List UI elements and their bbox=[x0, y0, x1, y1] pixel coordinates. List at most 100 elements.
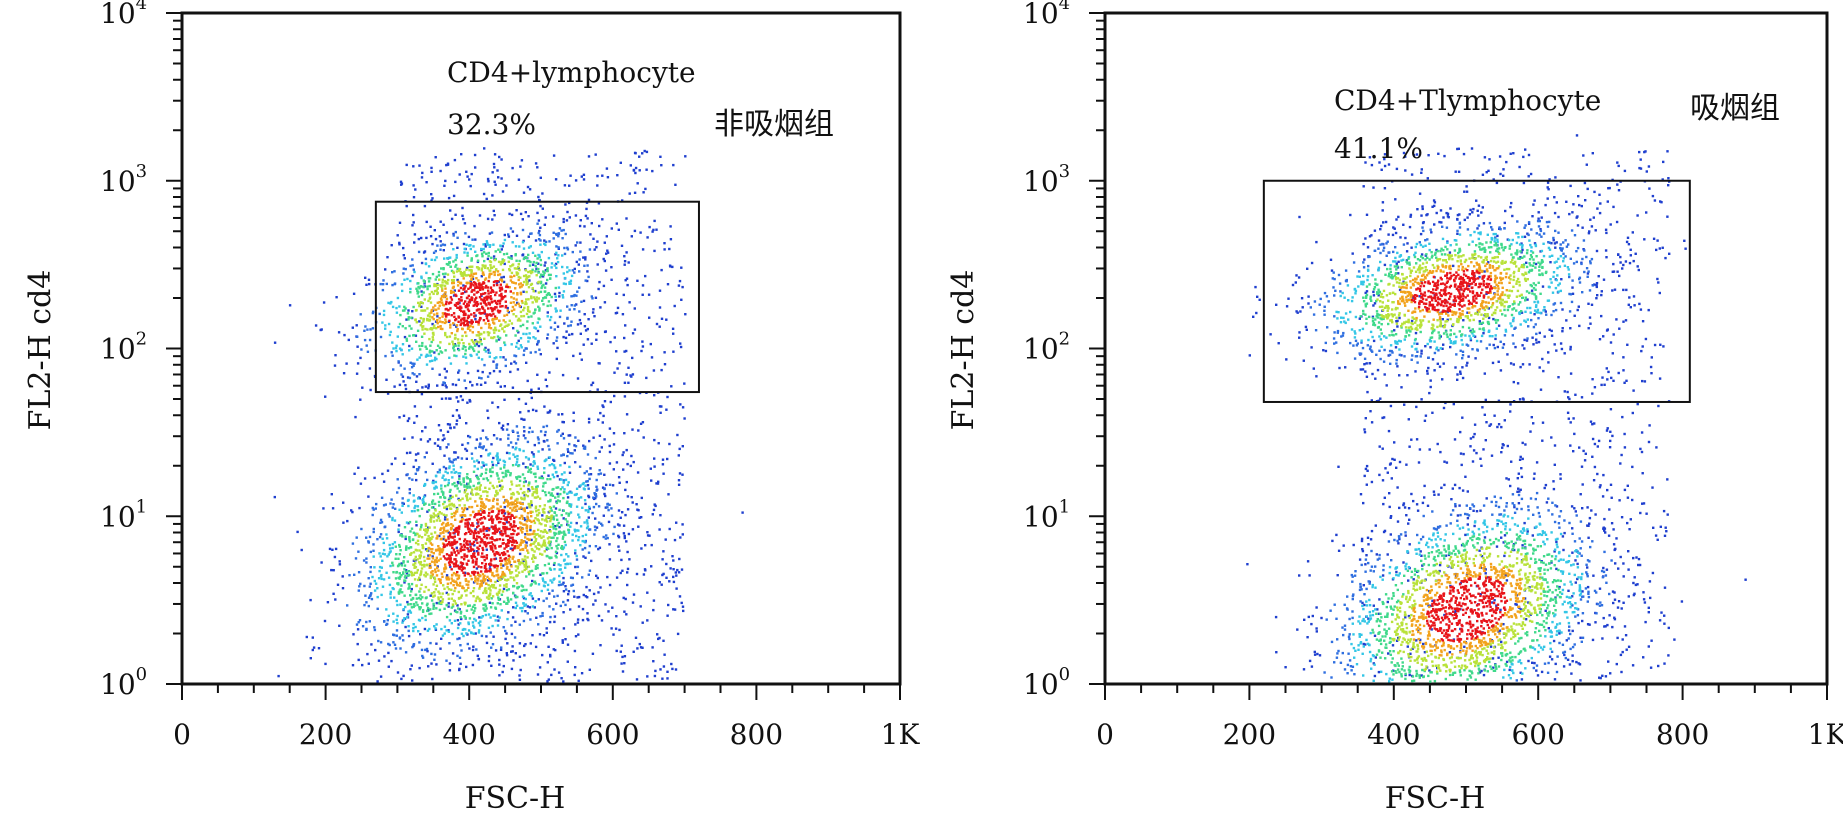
event-point bbox=[398, 305, 401, 308]
event-point bbox=[326, 601, 330, 604]
event-point bbox=[461, 398, 464, 402]
event-point bbox=[577, 263, 580, 266]
event-point bbox=[525, 280, 528, 284]
event-point bbox=[440, 267, 443, 270]
event-point bbox=[480, 294, 483, 298]
event-point bbox=[594, 599, 597, 602]
event-point bbox=[550, 546, 553, 550]
event-point bbox=[485, 607, 488, 610]
event-point bbox=[509, 501, 512, 505]
event-point bbox=[486, 479, 490, 482]
event-point bbox=[587, 421, 591, 424]
event-point bbox=[507, 470, 510, 474]
event-point bbox=[408, 488, 411, 491]
event-point bbox=[577, 605, 581, 608]
event-point bbox=[491, 460, 494, 464]
event-point bbox=[464, 525, 467, 528]
event-point bbox=[452, 599, 456, 602]
event-point bbox=[534, 475, 537, 479]
event-point bbox=[477, 461, 480, 464]
event-point bbox=[451, 524, 455, 527]
event-point bbox=[510, 667, 514, 671]
event-point bbox=[515, 234, 519, 237]
event-point bbox=[501, 570, 504, 574]
event-point bbox=[388, 583, 392, 587]
event-point bbox=[557, 254, 560, 257]
event-point bbox=[494, 547, 497, 550]
event-point bbox=[428, 539, 432, 542]
event-point bbox=[445, 163, 448, 167]
event-point bbox=[410, 590, 413, 593]
event-point bbox=[633, 191, 637, 194]
event-point bbox=[555, 501, 559, 505]
event-point bbox=[562, 282, 566, 285]
event-point bbox=[653, 219, 656, 223]
event-point bbox=[415, 520, 418, 523]
event-point bbox=[608, 444, 611, 448]
event-point bbox=[501, 670, 504, 674]
event-point bbox=[483, 574, 486, 578]
event-point bbox=[466, 473, 469, 476]
event-point bbox=[625, 217, 628, 220]
event-point bbox=[547, 273, 551, 277]
event-point bbox=[505, 652, 508, 655]
event-point bbox=[645, 150, 649, 154]
event-point bbox=[586, 480, 589, 483]
event-point bbox=[335, 296, 338, 299]
event-point bbox=[480, 584, 483, 587]
event-point bbox=[592, 603, 595, 606]
event-point bbox=[601, 524, 604, 527]
event-point bbox=[568, 201, 571, 205]
event-point bbox=[519, 212, 523, 216]
event-point bbox=[453, 619, 457, 622]
event-point bbox=[493, 258, 497, 262]
event-point bbox=[411, 436, 414, 439]
event-point bbox=[393, 596, 396, 599]
event-point bbox=[485, 527, 488, 530]
event-point bbox=[554, 554, 557, 558]
event-point bbox=[423, 298, 426, 301]
event-point bbox=[525, 532, 529, 536]
event-point bbox=[430, 340, 433, 344]
event-point bbox=[439, 527, 443, 530]
event-point bbox=[552, 536, 555, 539]
event-point bbox=[434, 588, 437, 591]
event-point bbox=[496, 452, 499, 455]
event-point bbox=[522, 426, 526, 429]
event-point bbox=[356, 345, 359, 348]
event-point bbox=[502, 664, 505, 668]
event-point bbox=[418, 497, 421, 500]
event-point bbox=[398, 347, 402, 350]
event-point bbox=[564, 232, 567, 236]
event-point bbox=[459, 596, 463, 599]
event-point bbox=[624, 324, 627, 327]
event-point bbox=[481, 286, 484, 289]
event-point bbox=[523, 430, 526, 433]
event-point bbox=[500, 529, 503, 533]
event-point bbox=[471, 663, 475, 667]
event-point bbox=[563, 558, 566, 561]
event-point bbox=[484, 322, 487, 325]
event-point bbox=[451, 546, 454, 549]
event-point bbox=[459, 270, 463, 274]
event-point bbox=[497, 596, 500, 599]
event-point bbox=[623, 432, 626, 435]
event-point bbox=[466, 492, 469, 496]
event-point bbox=[660, 268, 663, 272]
event-point bbox=[491, 309, 494, 313]
event-point bbox=[539, 353, 542, 356]
event-point bbox=[543, 541, 547, 545]
event-point bbox=[370, 597, 374, 601]
event-point bbox=[493, 308, 496, 311]
event-point bbox=[441, 575, 444, 578]
event-point bbox=[522, 619, 526, 623]
event-point bbox=[418, 287, 421, 290]
event-point bbox=[410, 366, 414, 369]
event-point bbox=[458, 504, 461, 507]
event-point bbox=[466, 540, 469, 543]
event-point bbox=[512, 576, 515, 579]
event-point bbox=[432, 317, 435, 321]
event-point bbox=[579, 332, 582, 335]
event-point bbox=[541, 285, 544, 288]
event-point bbox=[480, 275, 483, 278]
